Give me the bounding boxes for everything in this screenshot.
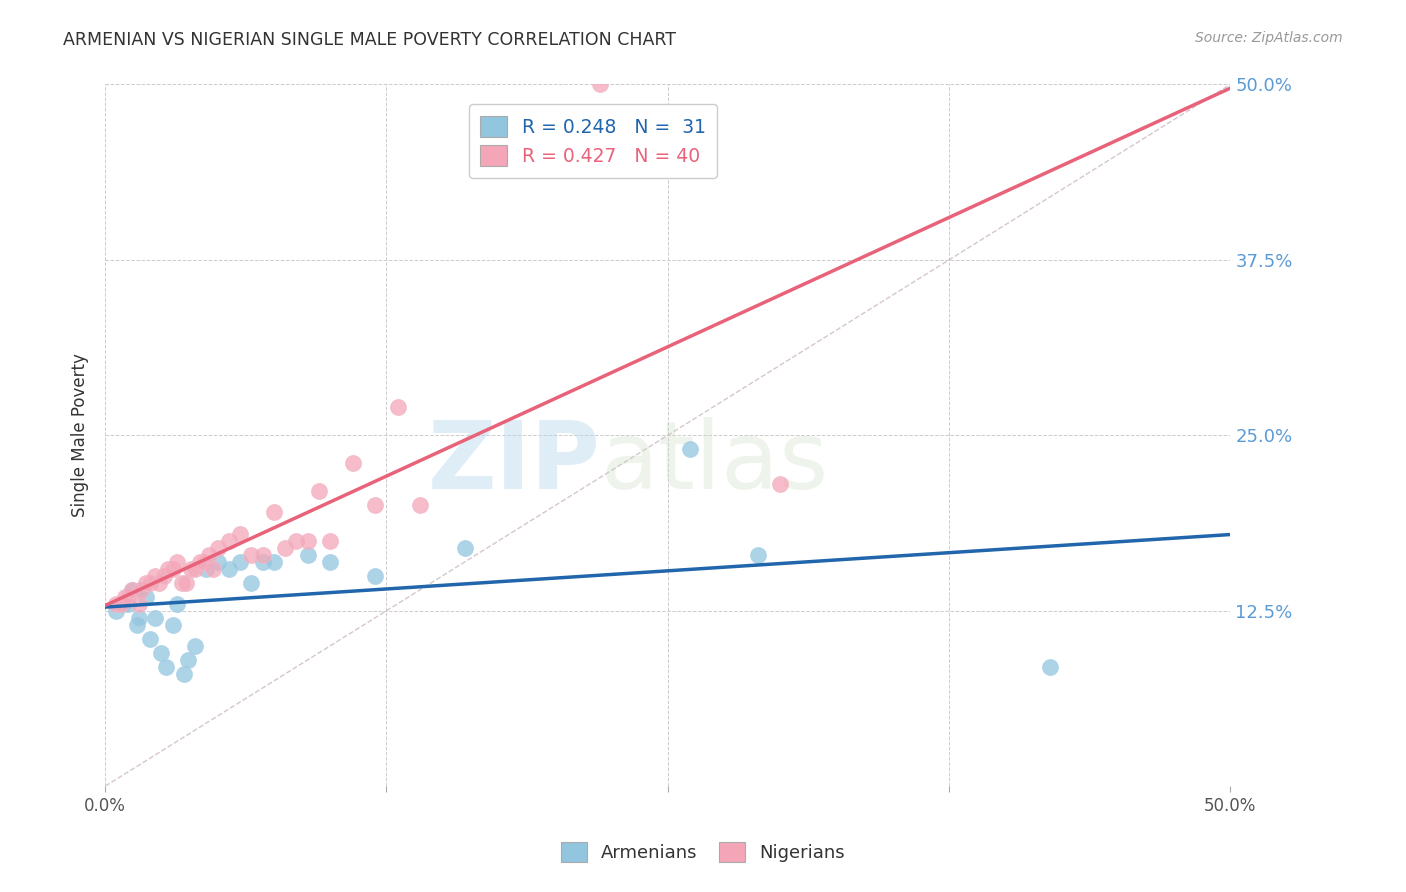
Point [184,639,207,653]
Point [143,568,166,582]
Point [679,442,702,457]
Point [166,597,188,611]
Point [162,617,184,632]
Point [105,604,128,618]
Point [129,582,152,597]
Point [121,582,143,597]
Point [319,555,342,569]
Point [297,548,319,562]
Point [152,568,174,582]
Legend: R = 0.248   N =  31, R = 0.427   N = 40: R = 0.248 N = 31, R = 0.427 N = 40 [470,104,717,178]
Point [364,568,387,582]
Point [166,555,188,569]
Point [319,533,342,548]
Point [128,611,150,625]
Point [117,597,139,611]
Point [364,499,387,513]
Point [135,575,157,590]
Legend: Armenians, Nigerians: Armenians, Nigerians [554,834,852,870]
Point [148,575,170,590]
Point [174,575,197,590]
Point [150,646,173,660]
Point [143,611,166,625]
Point [117,590,139,604]
Point [308,484,330,499]
Point [387,401,409,415]
Y-axis label: Single Male Poverty: Single Male Poverty [72,353,89,517]
Point [173,666,195,681]
Point [155,660,177,674]
Point [170,575,193,590]
Point [263,506,285,520]
Point [252,555,274,569]
Point [207,555,229,569]
Point [193,555,215,569]
Point [128,597,150,611]
Point [180,561,202,575]
Point [139,632,162,646]
Text: atlas: atlas [600,417,828,509]
Text: ZIP: ZIP [427,417,600,509]
Point [110,597,132,611]
Point [195,561,218,575]
Point [112,597,135,611]
Point [342,456,364,470]
Point [229,526,252,541]
Point [274,541,297,555]
Point [747,548,769,562]
Point [202,561,225,575]
Point [197,548,219,562]
Point [184,561,207,575]
Point [177,653,200,667]
Point [218,533,240,548]
Point [589,78,612,92]
Point [139,575,162,590]
Point [157,561,180,575]
Point [162,561,184,575]
Point [285,533,308,548]
Point [409,499,432,513]
Point [263,555,285,569]
Point [454,541,477,555]
Point [188,555,211,569]
Point [125,617,148,632]
Point [218,561,240,575]
Point [240,575,263,590]
Point [1039,660,1062,674]
Point [252,548,274,562]
Point [240,548,263,562]
Point [129,582,152,597]
Point [229,555,252,569]
Point [297,533,319,548]
Point [105,597,128,611]
Point [135,590,157,604]
Point [114,590,136,604]
Text: ARMENIAN VS NIGERIAN SINGLE MALE POVERTY CORRELATION CHART: ARMENIAN VS NIGERIAN SINGLE MALE POVERTY… [63,31,676,49]
Point [769,477,792,491]
Point [121,582,143,597]
Point [207,541,229,555]
Text: Source: ZipAtlas.com: Source: ZipAtlas.com [1195,31,1343,45]
